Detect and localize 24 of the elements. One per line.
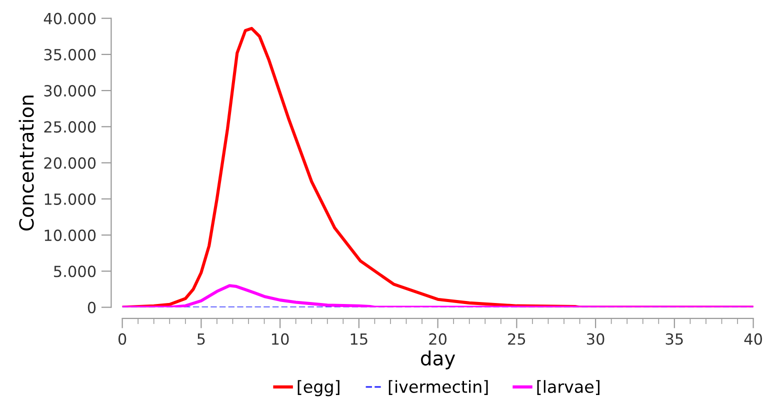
y-tick-label: 5.000 [54,266,96,278]
y-tick-label: 15.000 [44,193,96,205]
legend-label: [larvae] [537,380,600,395]
x-tick-label: 15 [350,333,368,345]
legend-label: [egg] [298,380,340,396]
x-axis-title: day [420,350,456,370]
line-series [122,284,754,308]
x-tick-label: 35 [666,333,683,345]
y-tick-label: 35.000 [44,48,96,60]
x-tick-label: 25 [508,333,526,345]
x-tick-label: 30 [586,333,604,345]
x-tick-label: 10 [272,333,289,345]
y-tick-label: 20.000 [44,157,96,169]
y-tick-label: 40.000 [44,12,96,24]
y-tick-label: 30.000 [44,85,96,97]
legend-label: [ivermectin] [388,380,488,395]
y-tick-label: 10.000 [44,230,96,242]
x-tick-label: 0 [118,333,126,345]
x-tick-label: 5 [197,333,205,345]
y-axis-title: Concentration [18,96,34,230]
x-tick-label: 20 [429,333,447,345]
x-tick-label: 40 [744,333,762,345]
y-tick-label: 25.000 [44,121,96,133]
y-tick-label: 0 [88,302,96,314]
